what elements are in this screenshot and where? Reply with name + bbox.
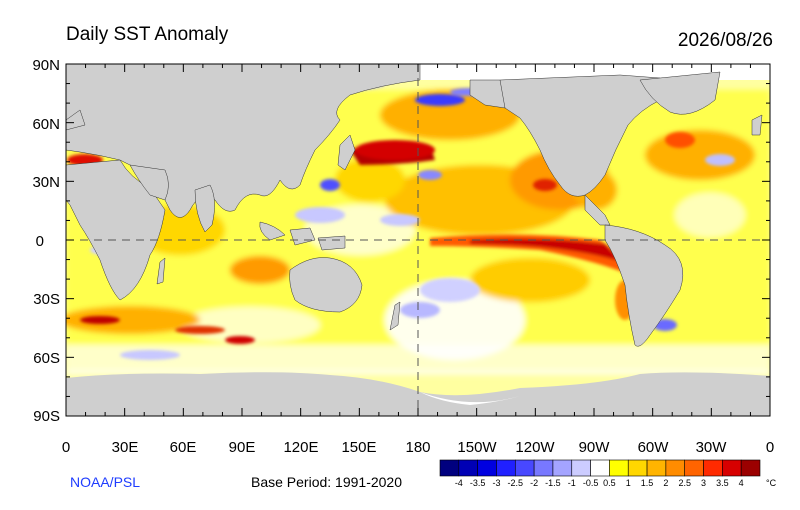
colorbar-label: 2.5	[678, 478, 691, 488]
antarctic-ice-shelf	[420, 392, 520, 405]
colorbar-swatch	[703, 459, 723, 477]
colorbar-label: 3	[701, 478, 706, 488]
lon-label: 0	[766, 439, 774, 456]
continents	[66, 64, 763, 347]
colorbar-swatch	[722, 459, 742, 477]
colorbar-swatch	[609, 459, 629, 477]
lat-label: 60S	[33, 350, 60, 367]
base-period-text: Base Period: 1991-2020	[251, 474, 402, 490]
lon-label: 30E	[112, 439, 139, 456]
lat-label: 0	[36, 233, 44, 250]
colorbar-swatch	[590, 459, 610, 477]
lon-label: 150E	[341, 439, 376, 456]
antarctica	[66, 372, 770, 416]
colorbar-label: -4	[455, 478, 463, 488]
colorbar-label: 4	[739, 478, 744, 488]
colorbar-swatch	[514, 459, 535, 477]
colorbar-swatch	[496, 459, 516, 477]
lon-label: 150W	[457, 439, 497, 456]
colorbar-swatch	[477, 459, 497, 477]
lon-label: 60W	[638, 439, 670, 456]
colorbar-swatch	[571, 459, 591, 477]
colorbar-label: -3.5	[470, 478, 486, 488]
lon-label: 60E	[170, 439, 197, 456]
colorbar-swatch	[740, 459, 761, 477]
colorbar-label: 1.5	[641, 478, 654, 488]
map-title: Daily SST Anomaly	[66, 24, 229, 45]
colorbar-label: -0.5	[583, 478, 599, 488]
lat-label: 30S	[33, 291, 60, 308]
colorbar-label: -2	[530, 478, 538, 488]
colorbar-swatch	[665, 459, 686, 477]
colorbar-swatch	[439, 459, 460, 477]
colorbar-swatch	[684, 459, 704, 477]
credit-text: NOAA/PSL	[70, 474, 141, 490]
axis-ticks	[65, 63, 771, 417]
lon-label: 180	[405, 439, 430, 456]
colorbar-label: 2	[663, 478, 668, 488]
lat-label: 90N	[32, 57, 60, 74]
lat-label: 60N	[32, 116, 60, 133]
colorbar-label: -1.5	[545, 478, 561, 488]
map-date: 2026/08/26	[677, 30, 773, 51]
lon-label: 30W	[696, 439, 728, 456]
lon-label: 120W	[515, 439, 555, 456]
lat-labels: 90N 60N 30N 0 30S 60S 90S	[32, 57, 60, 425]
colorbar-swatch	[627, 459, 648, 477]
colorbar: -4 -3.5 -3 -2.5 -2 -1.5 -1 -0.5 0.5 1 1.5 2 2.5 3 3.5 4	[439, 459, 761, 488]
colorbar-label: -2.5	[508, 478, 524, 488]
colorbar-swatch	[533, 459, 554, 477]
colorbar-label: 3.5	[716, 478, 729, 488]
colorbar-swatch	[458, 459, 478, 477]
lon-label: 90E	[229, 439, 256, 456]
colorbar-unit: °C	[766, 478, 777, 488]
lat-label: 90S	[33, 408, 60, 425]
lon-label: 120E	[283, 439, 318, 456]
colorbar-label: -1	[568, 478, 576, 488]
colorbar-swatch	[552, 459, 573, 477]
colorbar-swatch	[646, 459, 667, 477]
lon-label: 0	[62, 439, 70, 456]
colorbar-label: 0.5	[603, 478, 616, 488]
lat-label: 30N	[32, 174, 60, 191]
colorbar-label: 1	[626, 478, 631, 488]
lon-label: 90W	[579, 439, 611, 456]
lon-labels: 0 30E 60E 90E 120E 150E 180 150W 120W 90…	[62, 439, 774, 456]
colorbar-label: -3	[492, 478, 500, 488]
